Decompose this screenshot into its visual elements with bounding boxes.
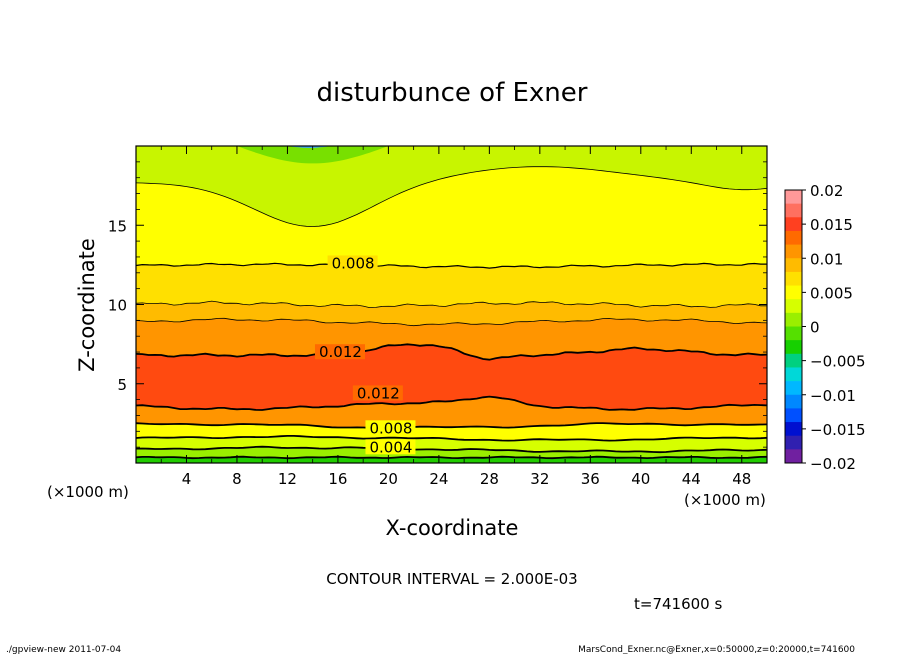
contour-band bbox=[136, 318, 767, 360]
x-tick-label: 8 bbox=[232, 470, 242, 488]
contour-band bbox=[136, 344, 767, 410]
colorbar-tick-label: 0.02 bbox=[810, 182, 843, 200]
y-axis-label: Z-coordinate bbox=[75, 238, 99, 372]
footer-left: ./gpview-new 2011-07-04 bbox=[6, 645, 121, 654]
x-tick-label: 4 bbox=[182, 470, 192, 488]
contour-line bbox=[135, 300, 767, 309]
colorbar-segment bbox=[785, 312, 802, 327]
contour-band bbox=[136, 423, 767, 441]
colorbar-segment bbox=[785, 203, 802, 218]
contour-interval-text: CONTOUR INTERVAL = 2.000E-03 bbox=[326, 570, 577, 588]
colorbar-segment bbox=[785, 394, 802, 409]
x-tick-label: 12 bbox=[278, 470, 297, 488]
time-text: t=741600 s bbox=[634, 595, 722, 613]
x-tick-label: 16 bbox=[328, 470, 347, 488]
contour-line bbox=[135, 422, 768, 430]
footer-right: MarsCond_Exner.nc@Exner,x=0:50000,z=0:20… bbox=[578, 645, 855, 654]
contour-band bbox=[237, 146, 389, 164]
colorbar-segment bbox=[785, 422, 802, 437]
contour-line bbox=[135, 455, 768, 460]
contour-band bbox=[136, 166, 767, 269]
x-tick-label: 32 bbox=[530, 470, 549, 488]
x-tick-label: 44 bbox=[682, 470, 701, 488]
colorbar-tick-label: 0.005 bbox=[810, 284, 853, 302]
colorbar-tick-label: −0.01 bbox=[810, 387, 856, 405]
colorbar-tick-label: 0.01 bbox=[810, 250, 843, 268]
contour-band bbox=[136, 446, 767, 459]
contour-band bbox=[136, 396, 767, 429]
colorbar-tick-label: 0.015 bbox=[810, 216, 853, 234]
x-tick-label: 24 bbox=[429, 470, 448, 488]
colorbar: 0.02 0.015 0.01 0.005 0 −0.005 −0.01 −0.015 −0.0… bbox=[784, 182, 866, 473]
contour-line bbox=[135, 445, 768, 454]
contour-label: 0.012 bbox=[352, 384, 403, 402]
colorbar-segment bbox=[785, 408, 802, 423]
colorbar-tick-label: −0.005 bbox=[810, 353, 866, 371]
x-unit-left: (×1000 m) bbox=[47, 483, 129, 501]
contour-label-text: 0.008 bbox=[332, 254, 375, 272]
colorbar-segment bbox=[785, 258, 802, 273]
x-tick-label: 40 bbox=[631, 470, 650, 488]
contour-line bbox=[135, 434, 768, 442]
colorbar-segment bbox=[785, 381, 802, 396]
contour-line bbox=[135, 262, 767, 269]
colorbar-segment bbox=[785, 353, 802, 368]
x-axis-ticks: 4 8 12 16 20 24 28 32 36 40 44 48 bbox=[160, 146, 751, 488]
colorbar-segment bbox=[785, 230, 802, 246]
x-unit-right: (×1000 m) bbox=[684, 491, 766, 509]
contour-label-text: 0.008 bbox=[369, 419, 412, 437]
y-tick-label: 15 bbox=[108, 217, 127, 235]
y-axis-ticks: 5 10 15 bbox=[108, 161, 767, 448]
colorbar-tick-label: −0.015 bbox=[810, 421, 866, 439]
chart-title: disturbunce of Exner bbox=[317, 78, 588, 108]
y-tick-label: 10 bbox=[108, 297, 127, 315]
x-tick-label: 36 bbox=[581, 470, 600, 488]
contour-label: 0.008 bbox=[365, 419, 416, 437]
contour-label-text: 0.012 bbox=[357, 384, 400, 402]
colorbar-segment bbox=[785, 190, 802, 205]
contour-lines bbox=[135, 166, 768, 460]
y-tick-label: 5 bbox=[117, 376, 127, 394]
colorbar-segment bbox=[785, 299, 802, 314]
contour-label: 0.012 bbox=[314, 343, 365, 361]
contour-line bbox=[135, 343, 768, 361]
colorbar-segment bbox=[785, 244, 802, 259]
contour-fill bbox=[136, 146, 767, 463]
contour-label-text: 0.012 bbox=[319, 343, 362, 361]
contour-band bbox=[136, 263, 767, 308]
x-tick-label: 48 bbox=[732, 470, 751, 488]
x-axis-label: X-coordinate bbox=[386, 516, 519, 540]
contour-band bbox=[136, 301, 767, 326]
colorbar-tick-label: 0 bbox=[810, 319, 820, 337]
colorbar-tick-label: −0.02 bbox=[810, 455, 856, 473]
contour-band bbox=[136, 146, 767, 227]
colorbar-segment bbox=[785, 435, 802, 450]
colorbar-segment bbox=[785, 340, 802, 355]
colorbar-segment bbox=[785, 367, 802, 382]
colorbar-segment bbox=[785, 285, 802, 300]
contour-line bbox=[135, 395, 768, 411]
contour-label: 0.008 bbox=[327, 254, 378, 272]
colorbar-segment bbox=[785, 217, 802, 232]
x-tick-label: 28 bbox=[480, 470, 499, 488]
colorbar-segment bbox=[785, 449, 802, 464]
x-tick-label: 20 bbox=[379, 470, 398, 488]
contour-band bbox=[136, 435, 767, 453]
contour-label-text: 0.004 bbox=[369, 438, 412, 456]
contour-line bbox=[135, 166, 768, 227]
colorbar-segment bbox=[785, 326, 802, 341]
contour-line bbox=[135, 317, 768, 327]
colorbar-segment bbox=[785, 271, 802, 287]
contour-label: 0.004 bbox=[365, 438, 416, 456]
